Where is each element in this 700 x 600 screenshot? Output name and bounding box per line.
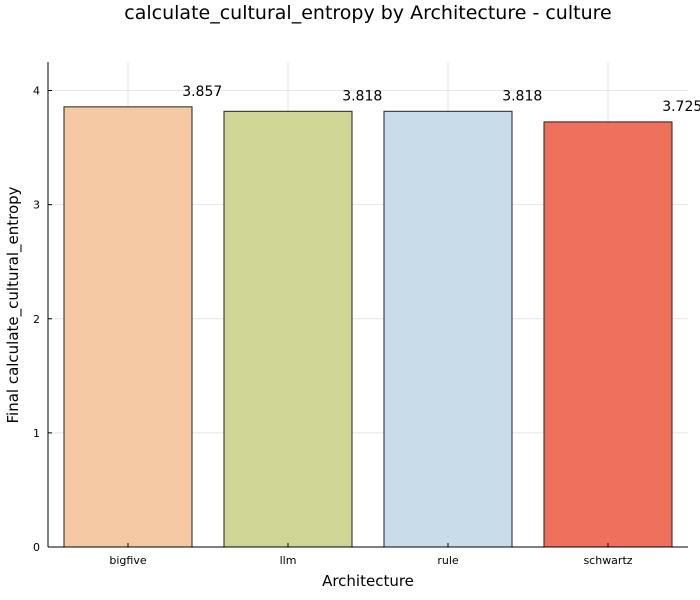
bar-llm [223,110,353,548]
y-tick-label: 0 [33,541,40,554]
bar-bigfive [63,106,193,548]
ticks: 0 1 2 3 4 bigfive llm rule schwartz [33,85,633,567]
bar-schwartz [543,121,673,548]
bar-rule [383,110,513,548]
chart-title: calculate_cultural_entropy by Architectu… [124,2,611,24]
bars [63,106,673,548]
y-tick-label: 2 [33,313,40,326]
data-label-bigfive: 3.857 [182,84,222,100]
x-tick-label-llm: llm [280,554,297,567]
x-axis-label: Architecture [322,572,414,590]
data-label-llm: 3.818 [342,88,382,104]
x-tick-label-bigfive: bigfive [109,554,146,567]
data-label-rule: 3.818 [502,88,542,104]
data-label-schwartz: 3.725 [662,99,700,115]
y-tick-label: 3 [33,199,40,212]
y-axis-label: Final calculate_cultural_entropy [4,186,23,423]
y-tick-label: 1 [33,427,40,440]
data-labels: 3.857 3.818 3.818 3.725 [182,84,700,115]
x-tick-label-schwartz: schwartz [583,554,632,567]
x-tick-label-rule: rule [437,554,459,567]
axes [47,62,688,548]
y-tick-label: 4 [33,85,40,98]
